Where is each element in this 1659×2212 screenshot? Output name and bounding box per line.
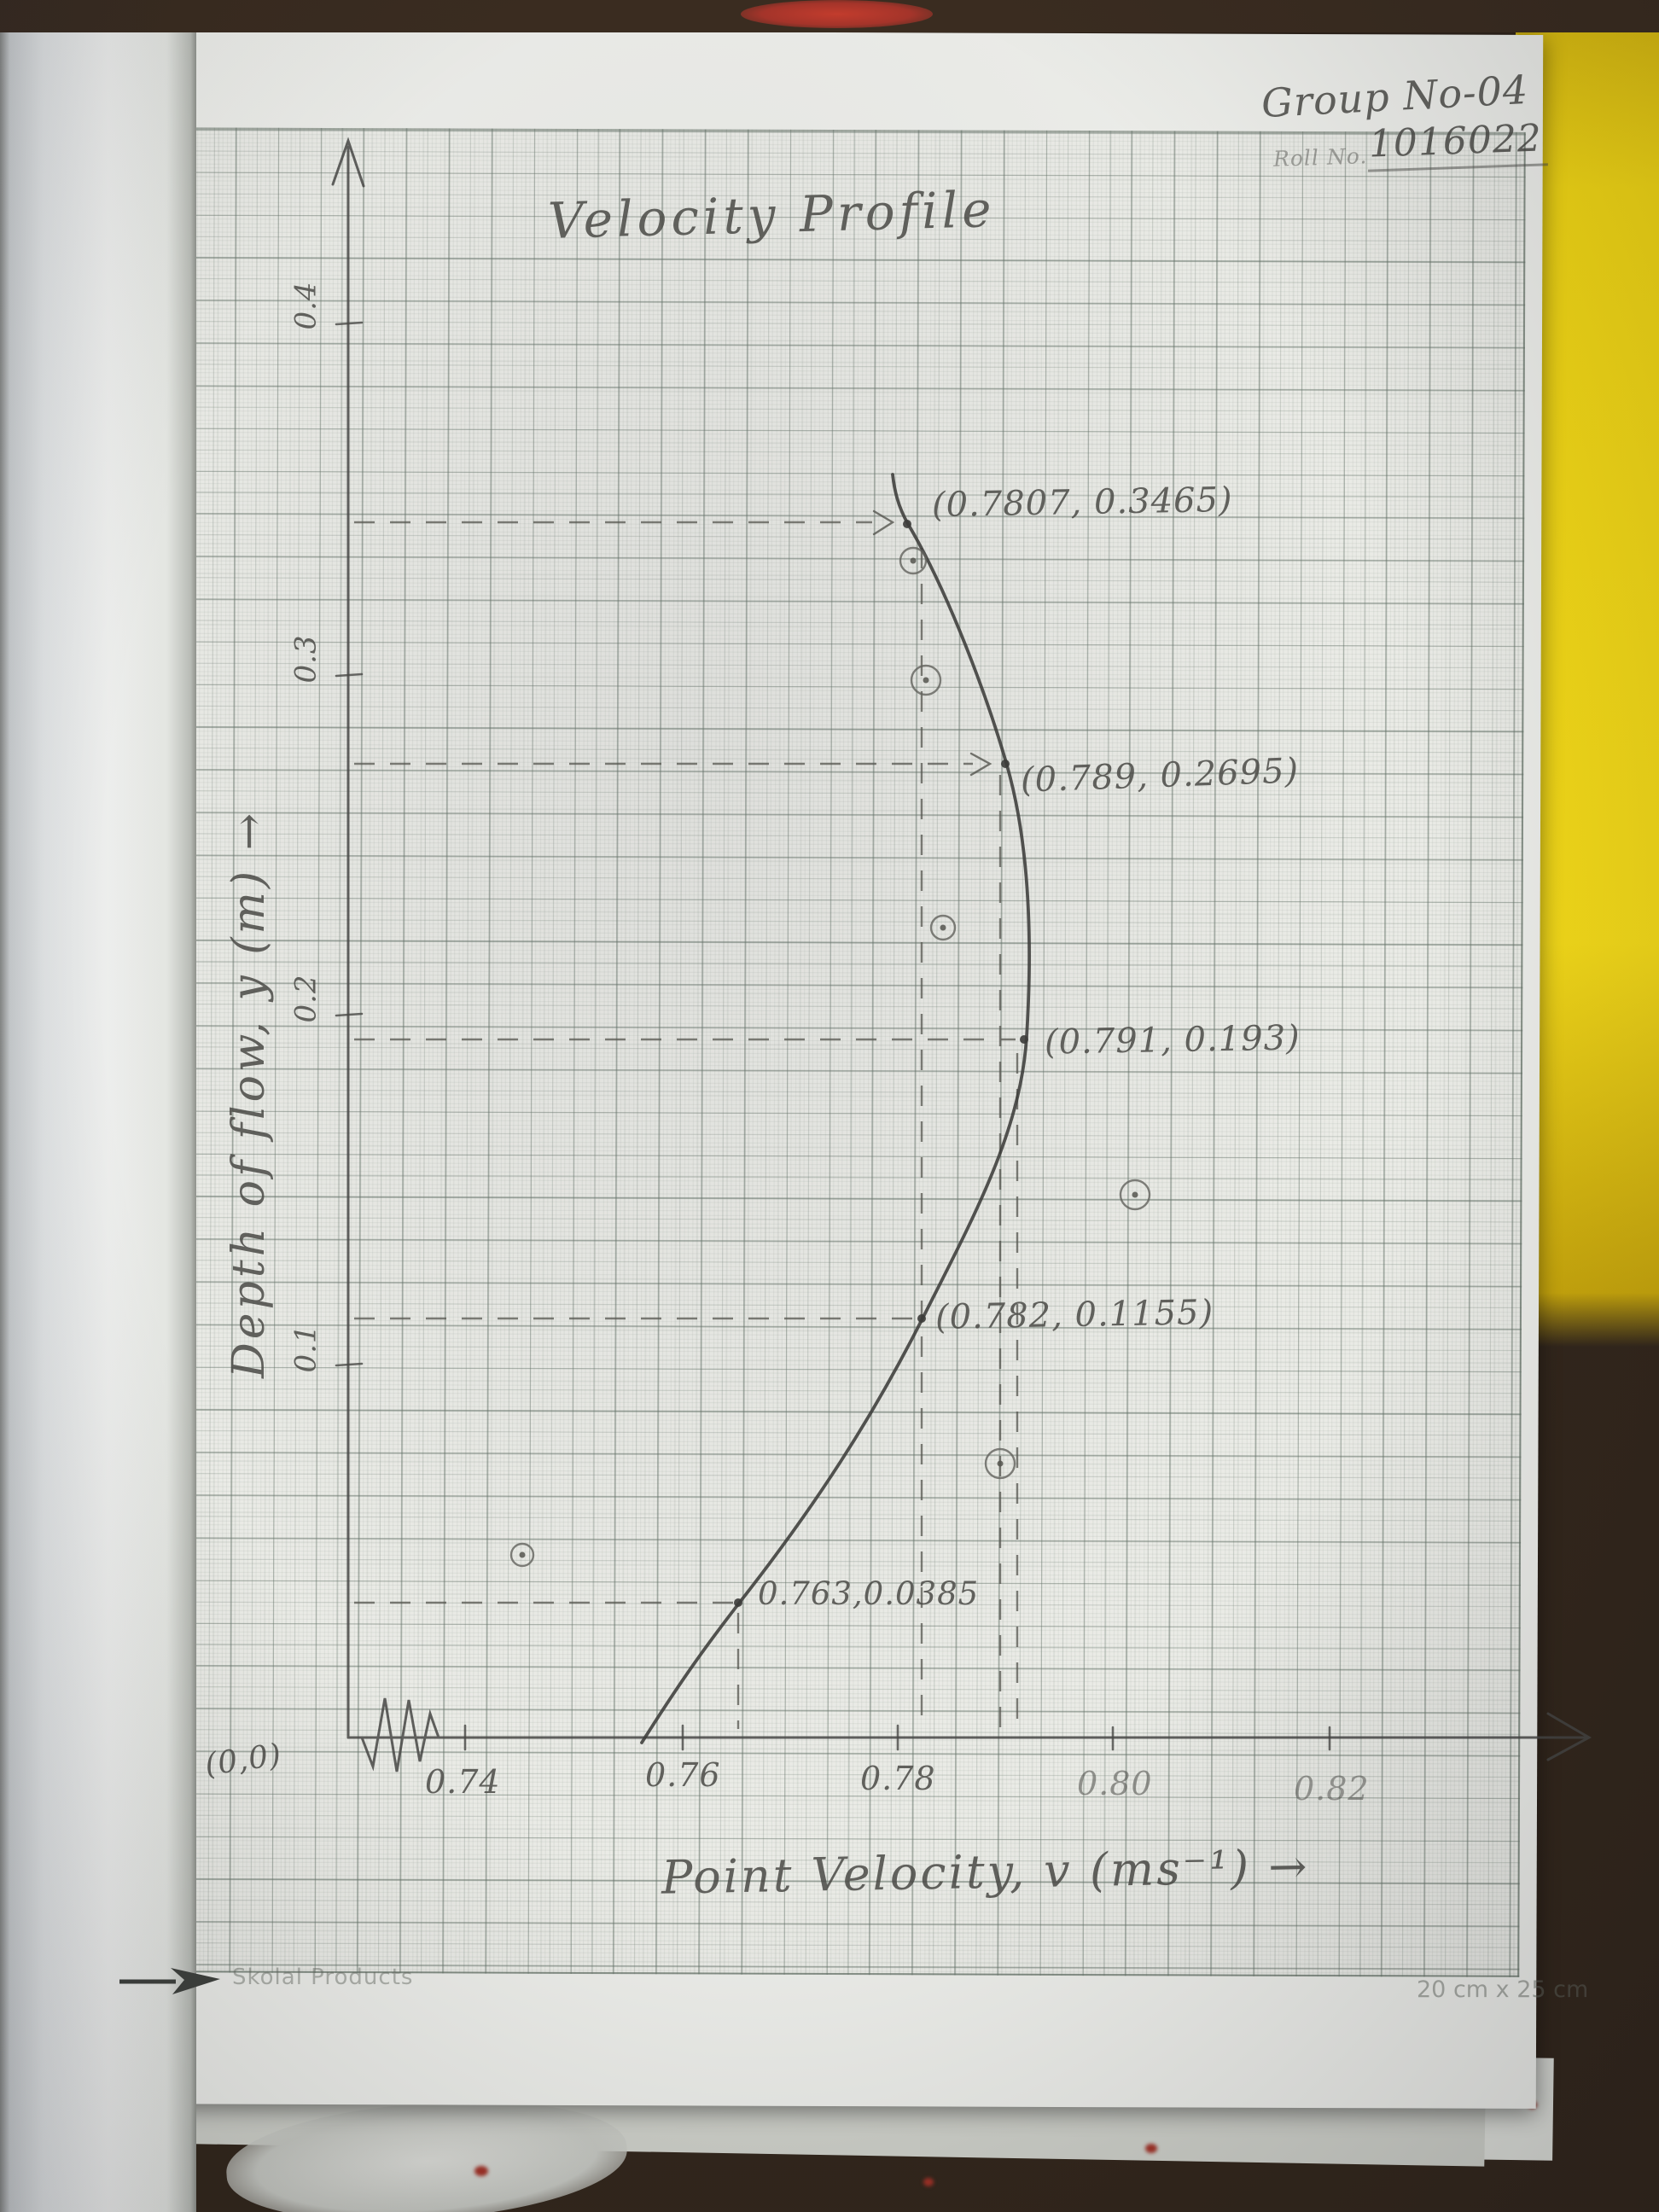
red-spot xyxy=(474,2166,488,2176)
point-label-4: (0.782, 0.1155) xyxy=(934,1293,1214,1337)
red-smear-mark xyxy=(741,0,933,28)
y-tick-label-0.3: 0.3 xyxy=(288,634,323,684)
x-tick-label-0.74: 0.74 xyxy=(425,1763,501,1801)
y-tick-label-0.1: 0.1 xyxy=(288,1324,323,1373)
point-label-3: (0.791, 0.193) xyxy=(1044,1018,1301,1062)
x-axis-arrowhead-icon xyxy=(1546,1712,1592,1761)
millimeter-grid xyxy=(184,127,1526,1977)
x-tick-label-0.78: 0.78 xyxy=(860,1760,936,1797)
paper-brand-text: Skolal Products xyxy=(232,1965,414,1990)
y-tick-label-0.4: 0.4 xyxy=(288,281,323,330)
x-tick-label-0.80: 0.80 xyxy=(1077,1765,1153,1802)
x-tick-label-0.82: 0.82 xyxy=(1294,1770,1370,1807)
roll-number-label: Roll No. xyxy=(1272,143,1368,172)
x-axis-label: Point Velocity, v (ms⁻¹) → xyxy=(661,1839,1311,1905)
roll-number-value: 1016022 xyxy=(1366,116,1548,172)
paper-size-text: 20 cm x 25 cm xyxy=(1417,1976,1589,2003)
y-tick-label-0.2: 0.2 xyxy=(288,974,323,1023)
left-page-stack xyxy=(0,0,196,2212)
x-tick-label-0.76: 0.76 xyxy=(645,1756,721,1794)
chart-title: Velocity Profile xyxy=(547,180,997,250)
red-spot xyxy=(1145,2144,1157,2153)
point-label-1: (0.7807, 0.3465) xyxy=(931,480,1233,526)
point-label-5: 0.763,0.0385 xyxy=(758,1575,980,1612)
y-axis-label: Depth of flow, y (m) → xyxy=(224,809,275,1378)
red-spot xyxy=(923,2178,934,2186)
